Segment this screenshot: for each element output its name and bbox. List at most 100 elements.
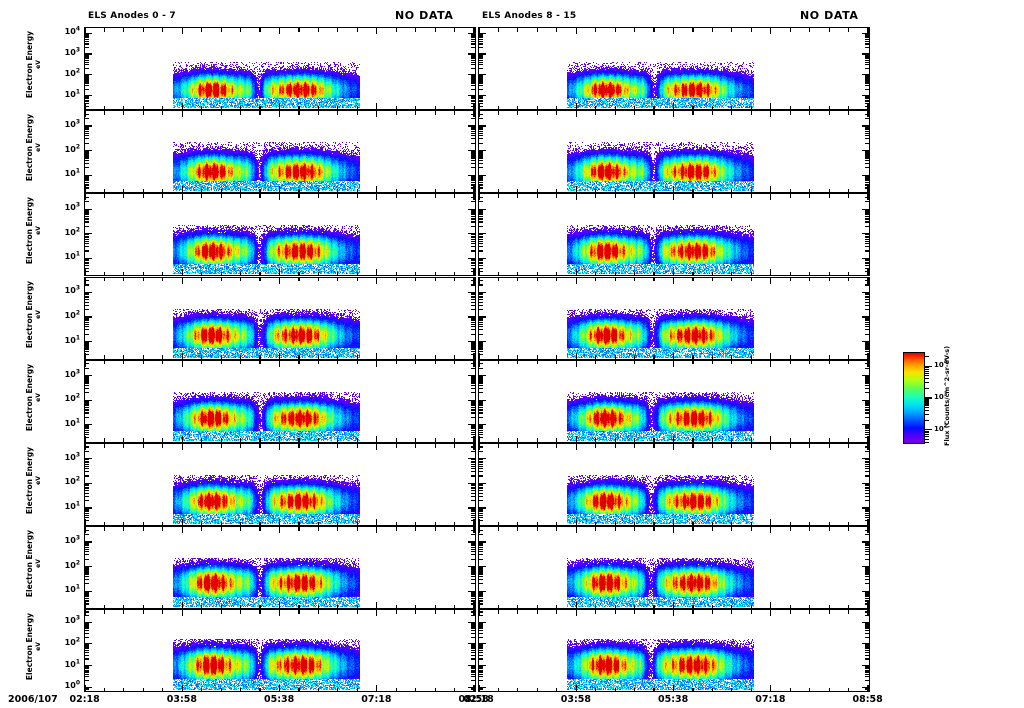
y-tick-minor	[471, 594, 475, 596]
y-tick-minor	[865, 33, 869, 35]
y-tick-minor	[85, 567, 89, 569]
y-tick-minor	[865, 511, 869, 513]
x-tick	[750, 521, 752, 525]
x-tick	[103, 188, 106, 193]
x-tick	[770, 527, 772, 534]
y-tick-minor	[85, 348, 89, 350]
y-tick-minor	[85, 529, 89, 531]
spectrogram-panel[interactable]	[478, 359, 870, 443]
spectrogram-panel[interactable]	[84, 443, 476, 526]
x-tick	[750, 604, 752, 609]
x-tick	[376, 352, 378, 359]
x-tick	[672, 519, 675, 525]
y-tick-minor	[85, 142, 89, 144]
y-tick-minor	[479, 569, 483, 571]
y-tick-minor	[479, 597, 483, 600]
spectrogram-panel[interactable]	[478, 443, 870, 526]
y-tick-major	[468, 399, 475, 401]
x-tick	[595, 444, 597, 448]
x-tick	[653, 28, 655, 32]
y-tick-minor	[85, 658, 89, 660]
y-tick-minor	[471, 54, 475, 56]
y-tick-minor	[85, 412, 89, 414]
y-tick-minor	[471, 329, 475, 331]
spectrogram-panel[interactable]	[84, 110, 476, 194]
spectrogram-panel[interactable]	[84, 359, 476, 443]
y-tick-minor	[865, 376, 869, 378]
x-tick	[162, 271, 164, 276]
x-tick	[278, 685, 281, 692]
y-tick-minor	[85, 76, 89, 78]
spectrogram-panel[interactable]	[84, 526, 476, 610]
y-tick-minor	[479, 329, 483, 331]
y-tick-minor	[85, 578, 89, 581]
spectrogram-panel[interactable]	[478, 193, 870, 277]
spectrogram-panel[interactable]	[84, 609, 476, 693]
y-tick-minor	[479, 270, 483, 272]
y-tick-minor	[85, 622, 89, 624]
x-tick	[517, 521, 519, 525]
y-tick-minor	[85, 59, 89, 61]
x-tick	[536, 271, 538, 276]
spectrogram-panel[interactable]	[478, 110, 870, 194]
x-tick	[692, 610, 694, 614]
x-tick	[103, 687, 106, 692]
y-tick-major	[85, 94, 92, 97]
spectrogram-panel[interactable]	[478, 526, 870, 610]
colorbar-tick-minor	[925, 404, 929, 406]
x-tick	[240, 521, 242, 525]
spectrogram-panel[interactable]	[84, 27, 476, 110]
x-tick	[103, 360, 106, 365]
y-tick-minor	[471, 446, 475, 448]
spectrogram-panel[interactable]	[478, 276, 870, 360]
x-tick	[614, 604, 616, 609]
y-tick-minor	[865, 567, 869, 569]
y-tick-major	[468, 565, 475, 568]
y-tick-minor	[479, 348, 483, 350]
x-tick	[731, 194, 733, 198]
spectrogram-panel[interactable]	[84, 276, 476, 360]
spectrogram-image	[567, 360, 754, 441]
x-tick	[103, 604, 106, 609]
y-tick-minor	[85, 646, 89, 648]
x-tick	[220, 28, 222, 32]
x-tick	[220, 687, 222, 692]
y-tick-label: 101	[64, 333, 80, 345]
x-tick	[711, 188, 713, 193]
y-tick-minor	[471, 263, 475, 265]
y-tick-minor	[471, 520, 475, 522]
y-tick-minor	[85, 238, 89, 240]
x-tick-label: 07:18	[361, 694, 392, 706]
y-tick-minor	[471, 630, 475, 632]
y-tick-minor	[865, 82, 869, 84]
y-tick-minor	[479, 665, 483, 668]
spectrogram-panel[interactable]	[84, 193, 476, 277]
y-tick-minor	[85, 405, 89, 407]
x-tick	[123, 610, 125, 614]
colorbar-tick-minor	[925, 410, 929, 412]
y-tick-minor	[471, 242, 475, 245]
x-tick	[770, 602, 772, 609]
y-tick-major	[479, 590, 486, 592]
x-tick	[828, 521, 830, 525]
y-tick-minor	[471, 43, 475, 45]
x-tick	[259, 271, 261, 276]
x-tick	[867, 602, 869, 609]
y-tick-major	[85, 291, 92, 293]
x-tick	[142, 527, 144, 531]
y-tick-minor	[865, 378, 869, 380]
x-tick	[395, 521, 397, 525]
y-tick-minor	[471, 382, 475, 384]
x-tick	[828, 355, 830, 359]
x-tick	[434, 355, 436, 359]
spectrogram-panel[interactable]	[478, 27, 870, 110]
spectrogram-panel[interactable]	[478, 609, 870, 693]
y-tick-minor	[479, 82, 483, 84]
y-tick-minor	[471, 234, 475, 236]
x-tick-label: 05:38	[264, 694, 295, 706]
y-tick-minor	[85, 486, 89, 488]
x-tick	[278, 111, 281, 118]
y-tick-minor	[471, 38, 475, 41]
x-tick	[614, 438, 616, 442]
y-tick-minor	[479, 623, 483, 625]
